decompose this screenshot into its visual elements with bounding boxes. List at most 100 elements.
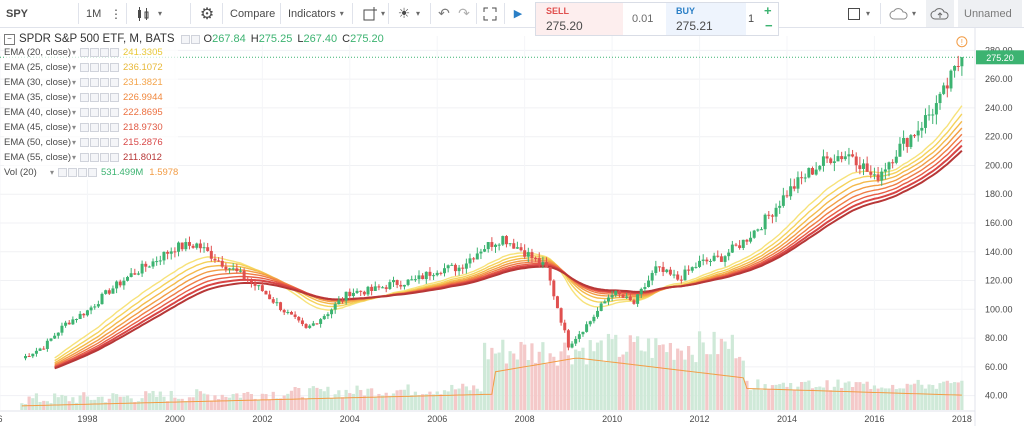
volume-bar [810,388,815,410]
settings-icon[interactable] [90,93,100,102]
legend-row-ema35[interactable]: EMA (35, close) ▾ 226.9944 [4,92,163,103]
symbol-input[interactable]: SPY [6,0,76,27]
indicators-button[interactable]: Indicators ▾ [288,0,346,27]
volume-bar [107,398,111,410]
chart-type-dropdown[interactable]: ▾ [158,0,172,27]
legend-row-volume[interactable]: Vol (20) ▾ 531.499M 1.5978 [4,167,179,178]
plus-icon[interactable] [100,123,110,132]
candle-body [483,249,487,252]
candle-body [410,279,414,281]
interval-menu-icon[interactable]: ⋮ [110,6,122,21]
plus-icon[interactable] [100,78,110,87]
alert-dropdown[interactable]: ▾ [381,0,391,27]
eye-icon[interactable] [80,78,90,87]
candle-body [956,65,960,67]
plus-icon[interactable] [100,108,110,117]
candle-body [541,262,545,265]
upload-button[interactable] [926,0,954,27]
layout-button[interactable] [846,0,862,27]
settings-icon[interactable] [68,168,78,177]
close-icon[interactable] [110,153,120,162]
layout-dropdown[interactable]: ▾ [866,0,876,27]
plus-icon[interactable] [100,138,110,147]
collapse-icon[interactable]: − [4,33,15,45]
plus-icon[interactable] [100,63,110,72]
redo-button[interactable]: ↷ [456,0,472,27]
settings-icon[interactable] [90,138,100,147]
close-icon[interactable] [110,78,120,87]
chart-type-button[interactable] [136,0,150,27]
eye-icon[interactable] [58,168,68,177]
candle-body [67,322,71,325]
close-icon[interactable] [110,138,120,147]
quantity-minus-button[interactable]: − [765,18,773,33]
y-tick-label: 220.00 [985,132,1013,142]
sell-button[interactable]: SELL 275.20 [536,3,623,35]
settings-icon[interactable] [90,48,100,57]
quantity-plus-button[interactable]: + [764,3,772,18]
settings-icon[interactable] [90,123,100,132]
indicator-value: 231.3821 [123,77,163,88]
fullscreen-button[interactable] [482,0,498,27]
eye-icon[interactable] [80,153,90,162]
volume-bar [555,365,560,410]
candle-body [220,260,224,267]
buy-button[interactable]: BUY 275.21 [666,3,746,35]
eye-icon[interactable] [80,48,90,57]
interval-select[interactable]: 1M [86,0,108,27]
close-icon[interactable] [88,168,98,177]
settings-icon[interactable] [190,34,200,44]
legend-row-ema55[interactable]: EMA (55, close) ▾ 211.8012 [4,152,162,163]
eye-icon[interactable] [80,138,90,147]
legend-row-ema45[interactable]: EMA (45, close) ▾ 218.9730 [4,122,163,133]
legend-row-ema30[interactable]: EMA (30, close) ▾ 231.3821 [4,77,163,88]
chevron-down-icon: ▾ [158,9,163,18]
candle-body [759,229,763,231]
volume-bar [523,344,527,410]
eye-icon[interactable] [80,63,90,72]
legend-row-ema25[interactable]: EMA (25, close) ▾ 236.1072 [4,62,163,73]
eye-icon[interactable] [80,93,90,102]
eye-icon[interactable] [180,34,190,44]
cloud-dropdown[interactable]: ▾ [912,0,922,27]
eye-icon[interactable] [80,123,90,132]
legend-row-ema20[interactable]: EMA (20, close) ▾ 241.3305 [4,47,163,58]
plus-icon[interactable] [100,153,110,162]
legend-row-ema40[interactable]: EMA (40, close) ▾ 222.8695 [4,107,163,118]
close-icon[interactable] [110,123,120,132]
plus-icon[interactable] [100,93,110,102]
layout-name[interactable]: Unnamed [958,0,1022,27]
eye-icon[interactable] [80,108,90,117]
legend-row-ema50[interactable]: EMA (50, close) ▾ 215.2876 [4,137,163,148]
volume-bar [114,394,119,410]
close-icon[interactable] [110,63,120,72]
volume-bar [705,354,709,410]
settings-icon[interactable] [90,153,100,162]
ideas-button[interactable]: ☀ [396,0,412,27]
volume-bar [242,392,246,410]
plus-icon[interactable] [100,48,110,57]
alert-button[interactable] [362,0,378,27]
ideas-dropdown[interactable]: ▾ [416,0,426,27]
x-tick-label: 2000 [165,414,185,424]
settings-icon[interactable] [90,78,100,87]
close-icon[interactable] [110,48,120,57]
volume-bar [672,359,676,410]
undo-button[interactable]: ↶ [436,0,452,27]
settings-icon[interactable] [90,108,100,117]
compare-button[interactable]: Compare [230,0,282,27]
quantity-input[interactable]: 1 [748,13,755,25]
ema-line-55 [54,149,963,370]
plus-icon[interactable] [78,168,88,177]
volume-bar [442,390,447,410]
volume-bar [574,349,578,410]
settings-button[interactable]: ⚙ [198,0,216,27]
indicator-name: EMA (55, close) [4,152,72,163]
settings-icon[interactable] [90,63,100,72]
close-icon[interactable] [110,108,120,117]
cloud-save-button[interactable] [888,0,910,27]
replay-button[interactable]: ▶ [512,0,524,27]
volume-bar [56,397,60,410]
close-icon[interactable] [110,93,120,102]
volume-bar [712,331,716,410]
